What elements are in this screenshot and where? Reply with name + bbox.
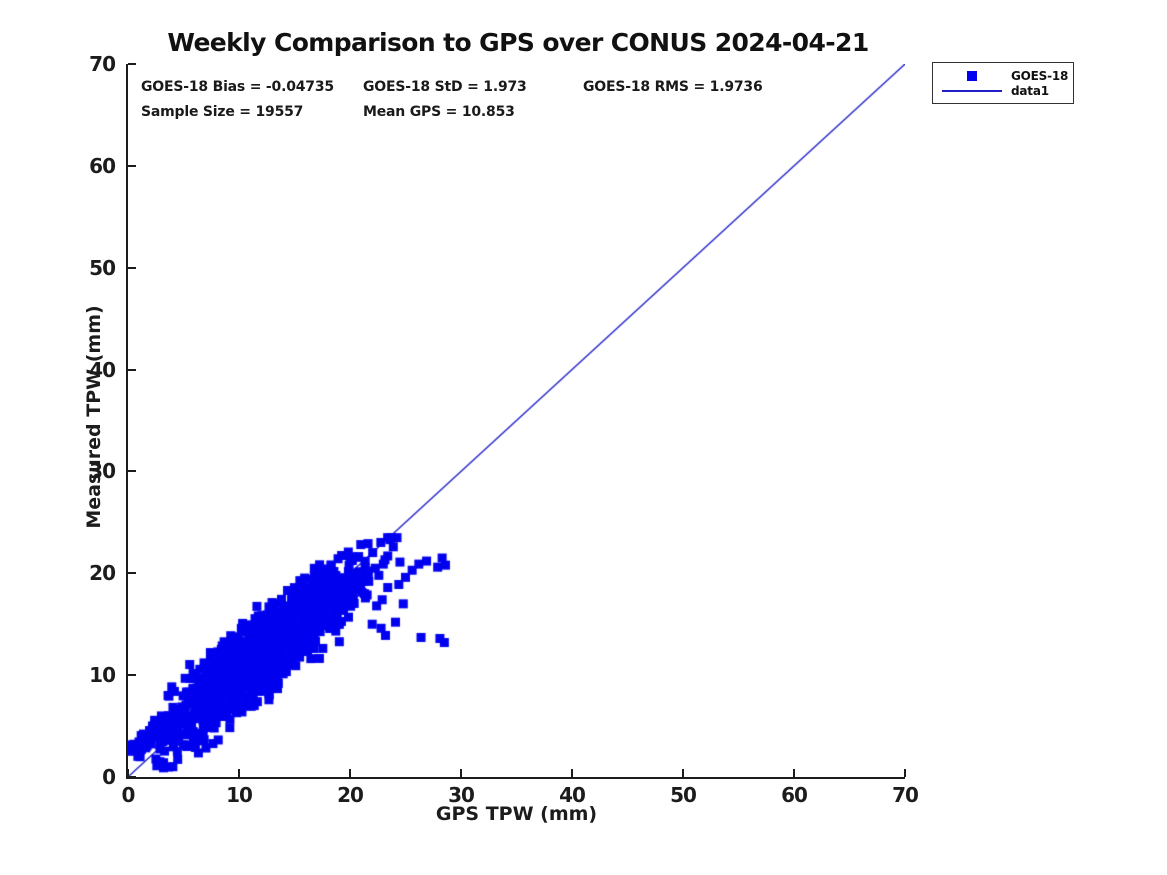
y-tick-mark (128, 572, 136, 575)
y-tick-mark (128, 674, 136, 677)
legend-icon-cell (941, 89, 1003, 92)
plot-area: GPS TPW (mm) 0 10 20 30 40 50 60 70 0 10 20 30 40 50 6… (89, 52, 919, 825)
y-tick-mark (128, 266, 136, 269)
y-tick-mark (128, 470, 136, 473)
x-tick-label: 40 (559, 783, 586, 807)
y-tick-label: 40 (89, 357, 116, 382)
y-tick-label: 70 (89, 52, 116, 76)
legend-label-goes18: GOES-18 (1011, 68, 1069, 83)
x-tick-mark (349, 769, 351, 777)
x-tick-mark (682, 769, 684, 777)
y-tick-mark (128, 63, 136, 65)
x-tick-mark (460, 769, 462, 777)
x-tick-label: 10 (226, 783, 253, 807)
x-tick-mark (571, 769, 573, 777)
y-tick-label: 60 (89, 153, 116, 178)
scatter-canvas (128, 64, 905, 777)
x-tick-mark (793, 769, 795, 777)
legend-icon-cell (941, 70, 1003, 81)
line-swatch (942, 89, 1002, 92)
x-tick-mark (238, 769, 240, 777)
y-tick-label: 10 (89, 663, 116, 688)
legend-entry-goes18: GOES-18 (933, 68, 1073, 83)
scatter-marker-swatch (967, 70, 977, 81)
x-tick-mark (904, 769, 906, 777)
y-tick-label: 30 (89, 459, 116, 484)
y-tick-mark (128, 164, 136, 167)
y-axis-label: Measured TPW (mm) (83, 305, 105, 529)
x-tick-label: 60 (781, 783, 808, 807)
x-axis-label: GPS TPW (mm) (435, 803, 598, 825)
x-tick-label: 50 (670, 783, 697, 807)
legend-label-data1: data1 (1011, 83, 1049, 98)
y-tick-mark (128, 368, 136, 371)
legend-entry-data1: data1 (933, 83, 1073, 98)
x-tick-label: 70 (892, 783, 919, 807)
chart-title: Weekly Comparison to GPS over CONUS 2024… (167, 28, 869, 57)
y-tick-mark (128, 776, 136, 778)
x-tick-label: 20 (337, 783, 364, 807)
legend: GOES-18 data1 (932, 62, 1074, 104)
x-tick-label: 0 (121, 783, 136, 807)
x-tick-label: 30 (448, 783, 475, 807)
y-tick-label: 0 (102, 765, 116, 789)
x-tick-mark (127, 769, 129, 777)
y-tick-label: 20 (89, 561, 116, 586)
y-tick-label: 50 (89, 255, 116, 280)
